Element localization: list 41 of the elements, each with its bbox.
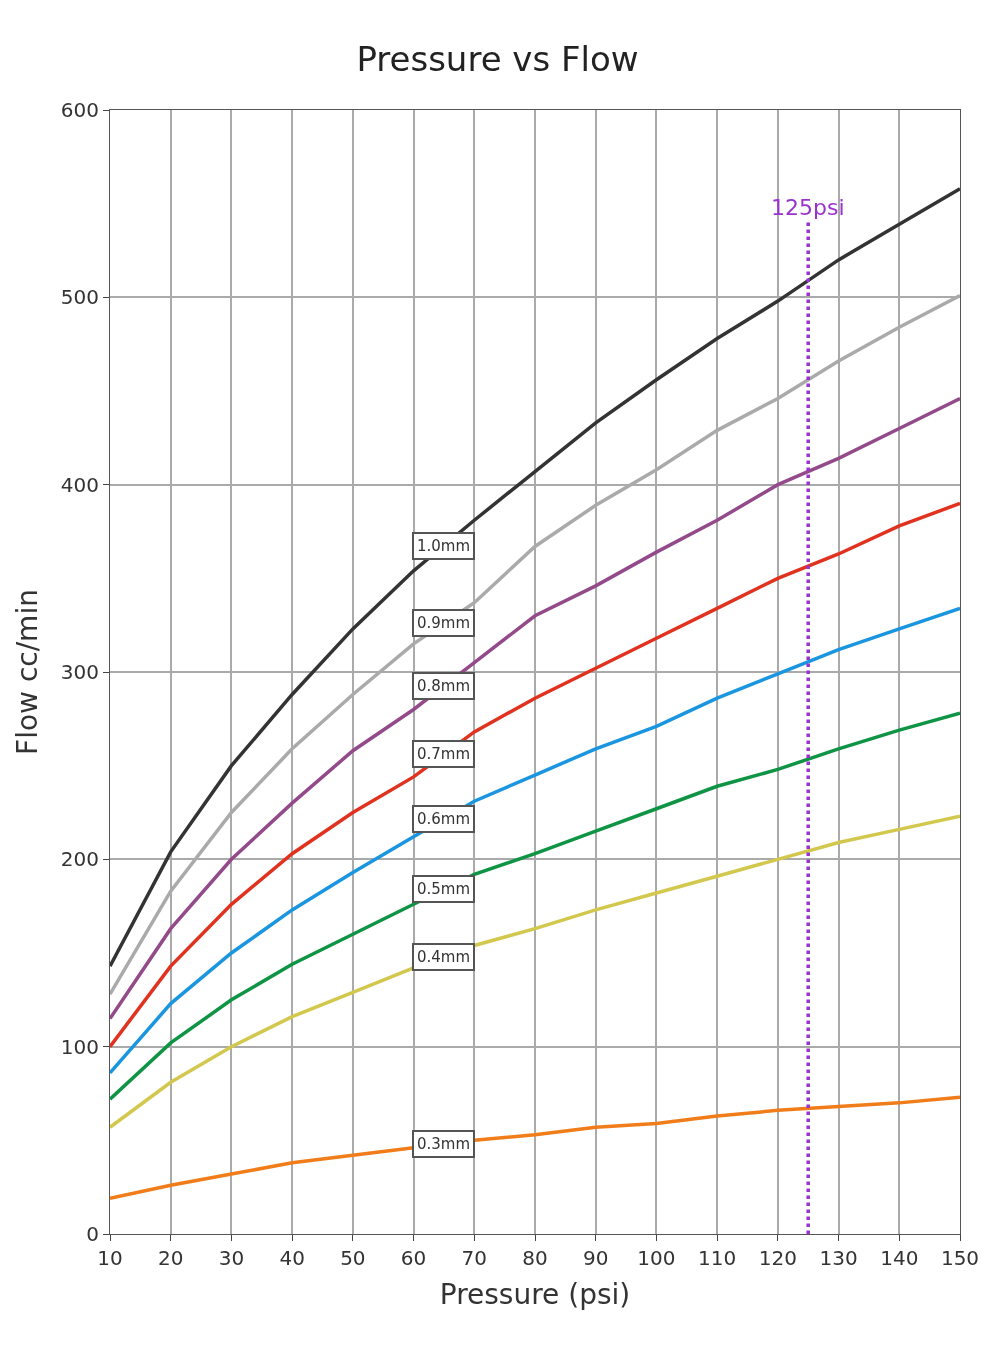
series-label: 1.0mm xyxy=(417,537,471,555)
line-series xyxy=(110,711,960,1101)
x-axis-title: Pressure (psi) xyxy=(439,1278,631,1312)
x-tick-label: 70 xyxy=(461,1246,488,1270)
x-tick-label: 40 xyxy=(279,1246,305,1270)
y-tick-label: 0 xyxy=(86,1222,99,1246)
y-tick-label: 100 xyxy=(60,1034,99,1059)
line-series xyxy=(110,814,960,1129)
ref-line-label: 125psi xyxy=(771,195,845,220)
x-tick-label: 10 xyxy=(97,1246,123,1270)
x-tick-label: 130 xyxy=(819,1246,858,1270)
series-label: 0.4mm xyxy=(417,948,471,966)
x-tick-label: 110 xyxy=(698,1246,737,1270)
line-series xyxy=(110,396,960,1021)
line-series xyxy=(110,1095,960,1201)
series-label: 0.8mm xyxy=(417,677,471,695)
chart-title: Pressure vs Flow xyxy=(356,39,639,80)
x-tick-label: 80 xyxy=(522,1246,548,1270)
series-label: 0.3mm xyxy=(417,1135,471,1153)
y-tick-label: 200 xyxy=(60,847,99,872)
x-tick-label: 60 xyxy=(400,1246,427,1270)
series-label: 0.5mm xyxy=(417,880,471,898)
x-tick-label: 120 xyxy=(758,1246,797,1270)
x-tick-label: 20 xyxy=(157,1246,184,1270)
series-label: 0.9mm xyxy=(417,614,471,632)
y-axis-title: Flow cc/min xyxy=(10,589,44,755)
x-tick-label: 30 xyxy=(218,1246,245,1270)
x-tick-label: 90 xyxy=(582,1246,609,1270)
series-label: 0.6mm xyxy=(417,810,471,828)
series-label: 0.7mm xyxy=(417,745,471,763)
line-series xyxy=(110,606,960,1075)
x-tick-label: 140 xyxy=(880,1246,919,1270)
y-tick-label: 500 xyxy=(60,285,99,310)
y-tick-label: 600 xyxy=(60,98,99,122)
line-series xyxy=(110,501,960,1049)
x-tick-label: 150 xyxy=(940,1246,980,1270)
x-tick-label: 100 xyxy=(637,1246,676,1270)
y-tick-label: 400 xyxy=(60,472,99,497)
line-series xyxy=(110,186,960,968)
y-tick-label: 300 xyxy=(60,660,99,684)
x-tick-label: 50 xyxy=(340,1246,366,1270)
